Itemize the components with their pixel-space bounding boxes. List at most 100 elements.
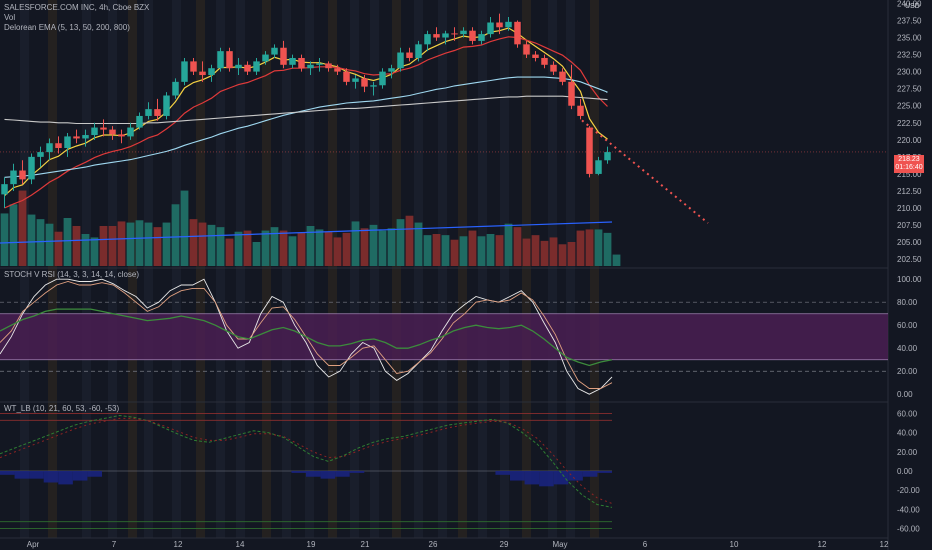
wt-axis-label: 0.00: [897, 467, 913, 476]
volume-bar: [54, 231, 63, 266]
stoch-axis-label: 60.00: [897, 321, 918, 330]
candle-body: [163, 95, 170, 116]
session-stripe: [196, 0, 205, 538]
candle-body: [136, 115, 143, 128]
volume-bar: [180, 190, 189, 266]
session-stripe: [328, 0, 337, 538]
session-stripe: [590, 0, 599, 538]
candle-body: [379, 71, 386, 86]
candle-body: [550, 64, 557, 72]
candle-body: [208, 68, 215, 76]
volume-bar: [171, 204, 180, 266]
wt-histogram-bar: [320, 471, 336, 479]
x-axis-label: 12: [174, 540, 183, 549]
candle-body: [1, 184, 8, 195]
currency-label: USD: [905, 3, 920, 10]
volume-bar: [279, 230, 288, 266]
volume-bar: [522, 238, 531, 266]
candle-body: [73, 136, 80, 139]
session-stripe: [128, 0, 137, 538]
wt-axis-label: -20.00: [897, 486, 920, 495]
wt-histogram-bar: [349, 471, 365, 473]
x-axis-label: May: [552, 540, 567, 549]
ema-legend: Delorean EMA (5, 13, 50, 200, 800): [4, 23, 130, 32]
price-axis-label: 202.50: [897, 255, 922, 264]
candle-body: [595, 160, 602, 174]
candle-body: [100, 127, 107, 130]
volume-bar: [531, 235, 540, 266]
volume-bar: [540, 240, 549, 266]
candle-body: [442, 33, 449, 38]
volume-bar: [486, 234, 495, 266]
volume-bar: [387, 228, 396, 266]
volume-bar: [612, 254, 621, 266]
wt-axis-label: -60.00: [897, 524, 920, 533]
candle-body: [91, 127, 98, 136]
candle-body: [46, 143, 53, 153]
candle-body: [424, 34, 431, 45]
session-stripe: [566, 0, 575, 538]
session-stripe: [438, 0, 447, 538]
wt-histogram-bar: [539, 471, 554, 487]
volume-ma-line: [0, 221, 613, 244]
candle-body: [298, 57, 305, 69]
candle-body: [64, 136, 71, 149]
volume-bar: [567, 242, 576, 266]
candle-body: [28, 156, 35, 180]
volume-bar: [63, 218, 72, 266]
vol-label: Vol: [4, 13, 16, 22]
session-stripe: [548, 0, 557, 538]
volume-bar: [378, 230, 387, 266]
wt-histogram-bar: [335, 471, 350, 477]
ema-line-4: [4, 95, 608, 125]
candle-body: [307, 64, 314, 69]
volume-bar: [189, 219, 198, 266]
wt-histogram-bar: [87, 471, 102, 477]
candle-body: [289, 57, 296, 65]
candle-body: [181, 61, 188, 82]
x-axis-label: 26: [429, 540, 438, 549]
price-axis-label: 220.00: [897, 136, 922, 145]
stoch-axis-label: 0.00: [897, 390, 913, 399]
volume-bar: [450, 239, 459, 266]
wt-histogram-bar: [524, 471, 540, 485]
candle-body: [37, 152, 44, 157]
session-stripe: [82, 0, 91, 538]
session-stripe: [282, 0, 291, 538]
x-axis-label: 12: [818, 540, 827, 549]
x-axis-label: 14: [236, 540, 245, 549]
candle-body: [82, 135, 89, 139]
candle-body: [496, 22, 503, 28]
candle-body: [361, 78, 368, 87]
volume-bar: [297, 232, 306, 266]
x-axis-label: 10: [730, 540, 739, 549]
volume-bar: [81, 234, 90, 266]
stoch-axis-label: 40.00: [897, 344, 918, 353]
wt-histogram-bar: [0, 471, 15, 475]
wt-histogram-bar: [582, 471, 598, 477]
candle-body: [172, 81, 179, 96]
candle-body: [451, 33, 458, 35]
volume-bar: [99, 226, 108, 266]
volume-bar: [126, 222, 135, 266]
candle-body: [541, 57, 548, 65]
candle-body: [577, 105, 584, 116]
volume-bar: [225, 238, 234, 266]
x-axis-label: 29: [500, 540, 509, 549]
candle-body: [469, 30, 476, 41]
candle-body: [226, 51, 233, 69]
volume-bar: [72, 226, 81, 266]
volume-bar: [603, 232, 612, 266]
wt-axis-label: -40.00: [897, 505, 920, 514]
ema-line-1: [4, 27, 608, 197]
volume-bar: [459, 236, 468, 266]
candle-body: [127, 127, 134, 137]
wt-histogram-bar: [306, 471, 321, 477]
candle-body: [487, 22, 494, 35]
candle-body: [244, 64, 251, 72]
last-price-tag: 218.23 01:16:40: [894, 155, 924, 173]
price-axis-label: 215.00: [897, 170, 922, 179]
session-stripe: [392, 0, 401, 538]
session-stripe: [522, 0, 531, 538]
